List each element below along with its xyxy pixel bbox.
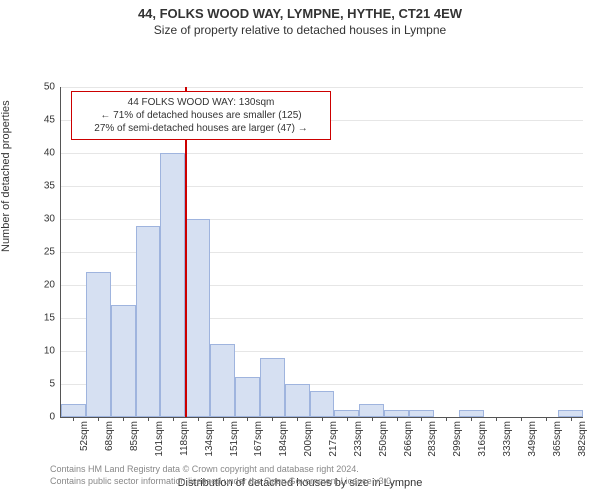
x-tick-label: 85sqm [127, 417, 140, 451]
histogram-bar [111, 305, 136, 417]
x-tick-label: 266sqm [401, 417, 414, 457]
annotation-line1: 44 FOLKS WOOD WAY: 130sqm [78, 96, 324, 109]
x-tick-mark [397, 417, 398, 421]
y-tick-label: 10 [44, 346, 61, 357]
x-tick-mark [198, 417, 199, 421]
histogram-bar [285, 384, 310, 417]
histogram-bar [334, 410, 359, 417]
x-tick-mark [471, 417, 472, 421]
histogram-bar [409, 410, 434, 417]
x-tick-label: 349sqm [525, 417, 538, 457]
x-tick-label: 184sqm [276, 417, 289, 457]
gridline [61, 87, 583, 88]
x-tick-mark [297, 417, 298, 421]
x-tick-mark [546, 417, 547, 421]
histogram-bar [185, 219, 210, 417]
x-tick-mark [73, 417, 74, 421]
histogram-bar [61, 404, 86, 417]
y-tick-label: 50 [44, 82, 61, 93]
x-tick-mark [247, 417, 248, 421]
x-tick-label: 333sqm [500, 417, 513, 457]
x-tick-mark [372, 417, 373, 421]
attribution-footer: Contains HM Land Registry data © Crown c… [0, 464, 600, 493]
y-tick-label: 45 [44, 115, 61, 126]
y-tick-label: 20 [44, 280, 61, 291]
histogram-bar [459, 410, 484, 417]
x-tick-label: 134sqm [202, 417, 215, 457]
plot-area: 0510152025303540455052sqm68sqm85sqm101sq… [60, 87, 583, 418]
x-tick-mark [223, 417, 224, 421]
x-tick-mark [496, 417, 497, 421]
x-tick-mark [322, 417, 323, 421]
y-tick-label: 30 [44, 214, 61, 225]
histogram-bar [160, 153, 185, 417]
x-tick-label: 365sqm [550, 417, 563, 457]
x-tick-label: 316sqm [475, 417, 488, 457]
x-tick-mark [148, 417, 149, 421]
x-tick-label: 382sqm [575, 417, 588, 457]
histogram-bar [136, 226, 161, 417]
x-tick-label: 151sqm [227, 417, 240, 457]
marker-annotation: 44 FOLKS WOOD WAY: 130sqm ← 71% of detac… [71, 91, 331, 140]
x-tick-label: 200sqm [301, 417, 314, 457]
y-tick-label: 0 [49, 412, 61, 423]
gridline [61, 219, 583, 220]
y-tick-label: 15 [44, 313, 61, 324]
x-tick-label: 68sqm [102, 417, 115, 451]
x-tick-label: 118sqm [177, 417, 190, 456]
y-axis-label: Number of detached properties [0, 100, 12, 252]
x-tick-mark [347, 417, 348, 421]
histogram-bar [260, 358, 285, 417]
y-tick-label: 25 [44, 247, 61, 258]
footer-line1: Contains HM Land Registry data © Crown c… [50, 464, 590, 476]
x-tick-label: 233sqm [351, 417, 364, 457]
x-tick-mark [446, 417, 447, 421]
x-tick-mark [272, 417, 273, 421]
histogram-bar [558, 410, 583, 417]
x-tick-label: 52sqm [77, 417, 90, 451]
histogram-bar [384, 410, 409, 417]
x-tick-label: 299sqm [450, 417, 463, 457]
x-tick-mark [421, 417, 422, 421]
annotation-line3: 27% of semi-detached houses are larger (… [78, 122, 324, 135]
gridline [61, 153, 583, 154]
histogram-bar [86, 272, 111, 417]
page-title: 44, FOLKS WOOD WAY, LYMPNE, HYTHE, CT21 … [0, 0, 600, 21]
histogram-bar [359, 404, 384, 417]
histogram-bar [235, 377, 260, 417]
y-tick-label: 5 [49, 379, 61, 390]
histogram-bar [210, 344, 235, 417]
histogram-bar [310, 391, 335, 417]
y-tick-label: 35 [44, 181, 61, 192]
annotation-line2: ← 71% of detached houses are smaller (12… [78, 109, 324, 122]
x-tick-mark [123, 417, 124, 421]
x-tick-mark [571, 417, 572, 421]
x-tick-mark [98, 417, 99, 421]
x-tick-label: 217sqm [326, 417, 339, 457]
footer-line2: Contains public sector information licen… [50, 476, 590, 488]
page-subtitle: Size of property relative to detached ho… [0, 21, 600, 41]
x-tick-label: 101sqm [152, 417, 165, 457]
y-tick-label: 40 [44, 148, 61, 159]
x-tick-mark [521, 417, 522, 421]
x-tick-mark [173, 417, 174, 421]
x-tick-label: 250sqm [376, 417, 389, 457]
x-tick-label: 283sqm [425, 417, 438, 457]
x-tick-label: 167sqm [251, 417, 264, 457]
gridline [61, 186, 583, 187]
